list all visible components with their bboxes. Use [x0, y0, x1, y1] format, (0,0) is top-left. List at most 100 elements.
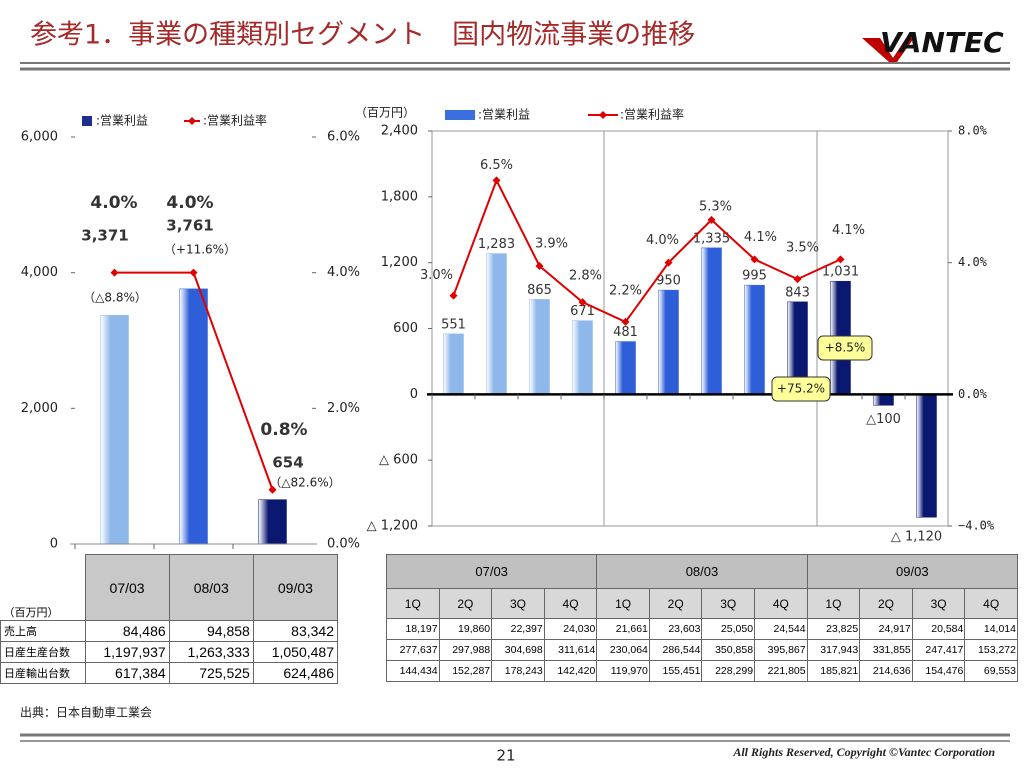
bar-value-label: 843 — [785, 285, 810, 300]
table-cell: 230,064 — [596, 639, 650, 661]
table-cell: 23,603 — [648, 618, 703, 640]
legend-swatch — [82, 116, 92, 126]
table-row: 日産輸出台数 617,384 725,525 624,486 — [0, 662, 339, 684]
table-cell: 07/03 — [84, 554, 170, 621]
annotation: （+11.6%） — [164, 243, 236, 257]
title: 参考1．事業の種類別セグメント 国内物流事業の推移 — [30, 20, 695, 51]
table-cell: 142,420 — [543, 660, 598, 682]
bar — [486, 253, 507, 395]
callout-box — [817, 335, 873, 361]
bar — [744, 284, 765, 395]
bar-value-label: 551 — [441, 317, 466, 332]
table-cell: 277,637 — [386, 639, 440, 661]
table-cell: 1Q — [806, 588, 861, 619]
y-tick-label: 600 — [393, 321, 418, 336]
bar — [100, 315, 129, 545]
line-value-label: 6.5% — [480, 158, 513, 173]
table-cell: 07/03 — [385, 554, 598, 589]
table-cell: 1Q — [596, 588, 650, 619]
table-row: 18,197 19,860 22,397 24,030 21,661 23,603 25,0… — [386, 618, 1018, 640]
table-cell: 94,858 — [168, 620, 254, 642]
table-cell: 155,451 — [648, 660, 703, 682]
bar-value-label: 654 — [272, 454, 303, 472]
y2-tick-label: 0.0% — [958, 387, 988, 401]
table-cell: 178,243 — [491, 660, 545, 682]
bar-value-label: △ 1,120 — [891, 530, 942, 545]
bar-value-label: 995 — [742, 269, 767, 284]
bar — [443, 333, 464, 395]
table-cell: 4Q — [964, 588, 1018, 619]
line-marker — [535, 261, 544, 270]
table-cell: 304,698 — [491, 639, 545, 661]
callout-box — [771, 376, 831, 402]
table-cell: 日産輸出台数 — [0, 662, 86, 684]
y-tick-label: 6,000 — [21, 130, 58, 145]
table-cell: 25,050 — [701, 618, 756, 640]
bar-value-label: 3,761 — [166, 217, 213, 235]
table-row: 277,637 297,988 304,698 311,614 230,064 286,5… — [386, 639, 1018, 661]
bar-value-label: 950 — [656, 274, 681, 289]
logo: VANTEC — [880, 26, 1004, 59]
line — [452, 177, 841, 324]
line-marker — [189, 268, 198, 277]
y2-tick-label: −4.0% — [958, 519, 995, 533]
table-cell: 228,299 — [701, 660, 756, 682]
table-cell: （百万円） — [3, 607, 59, 619]
line-value-label: 4.0% — [646, 233, 679, 248]
table: 07/03 08/03 09/03 1Q 2Q 3Q 4Q 1Q 2Q 3Q 4Q 1Q 2Q 3Q 4Q 1… — [385, 554, 1019, 682]
table-row: 144,434 152,287 178,243 142,420 119,970 155,4… — [386, 660, 1018, 682]
bar — [615, 341, 636, 395]
y-unit: （百万円） — [355, 106, 415, 120]
table-cell: 日産生産台数 — [0, 641, 86, 663]
y2-tick-label: 0.0% — [327, 537, 360, 552]
table-cell: 221,805 — [754, 660, 808, 682]
y-tick-label: 0 — [410, 387, 418, 402]
legend-label: :営業利益 — [96, 114, 148, 128]
table: （百万円） 07/03 08/03 09/03 売上高 84,486 94,858 83,34… — [0, 554, 339, 684]
y2-tick-label: 4.0% — [327, 265, 360, 280]
line-marker — [621, 317, 630, 326]
page-number: 21 — [496, 747, 515, 765]
y2-tick-label: 8.0% — [958, 124, 988, 138]
legend-marker — [599, 111, 607, 119]
table-row: 売上高 84,486 94,858 83,342 — [0, 620, 339, 642]
bar-value-label: 3,371 — [81, 227, 128, 245]
annotation: （△8.8%） — [83, 291, 147, 305]
table-row: （百万円） 07/03 08/03 09/03 — [1, 554, 339, 621]
table-cell: 2Q — [859, 588, 913, 619]
table-cell: 617,384 — [84, 662, 170, 684]
line-value-label: 3.5% — [786, 241, 819, 256]
table-cell: 84,486 — [84, 620, 170, 642]
bar-value-label: 1,283 — [478, 237, 515, 252]
table-cell: 286,544 — [648, 639, 703, 661]
table-cell: 23,825 — [806, 618, 861, 640]
line-marker — [664, 258, 673, 267]
y2-tick-label: 4.0% — [958, 255, 988, 269]
table-cell: 3Q — [701, 588, 756, 619]
table-cell: 83,342 — [252, 620, 339, 642]
plot-frame — [431, 130, 949, 527]
table-cell: 4Q — [754, 588, 808, 619]
bar — [873, 394, 894, 406]
line-marker — [793, 275, 802, 284]
table-cell: 売上高 — [0, 620, 86, 642]
bar-value-label: 865 — [527, 283, 552, 298]
line-marker — [707, 215, 716, 224]
table-cell: 3Q — [911, 588, 966, 619]
y-tick-label: 2,000 — [21, 401, 58, 416]
table-row: 1Q 2Q 3Q 4Q 1Q 2Q 3Q 4Q 1Q 2Q 3Q 4Q — [386, 588, 1018, 619]
legend-marker — [188, 117, 196, 125]
copyright: All Rights Reserved, Copyright ©Vantec C… — [732, 745, 995, 759]
line-value-label: 2.8% — [569, 269, 602, 284]
legend-label: :営業利益 — [478, 108, 530, 122]
table-cell: 2Q — [648, 588, 703, 619]
y-tick-label: △ 600 — [379, 453, 418, 468]
table-cell: 154,476 — [911, 660, 966, 682]
line-value-label: 2.2% — [609, 283, 642, 298]
table-cell: 331,855 — [859, 639, 913, 661]
y-tick-label: 4,000 — [21, 265, 58, 280]
bar-value-label: 1,335 — [693, 231, 730, 246]
table-cell: 247,417 — [911, 639, 966, 661]
table-cell: 1Q — [386, 588, 440, 619]
bar — [529, 299, 550, 395]
